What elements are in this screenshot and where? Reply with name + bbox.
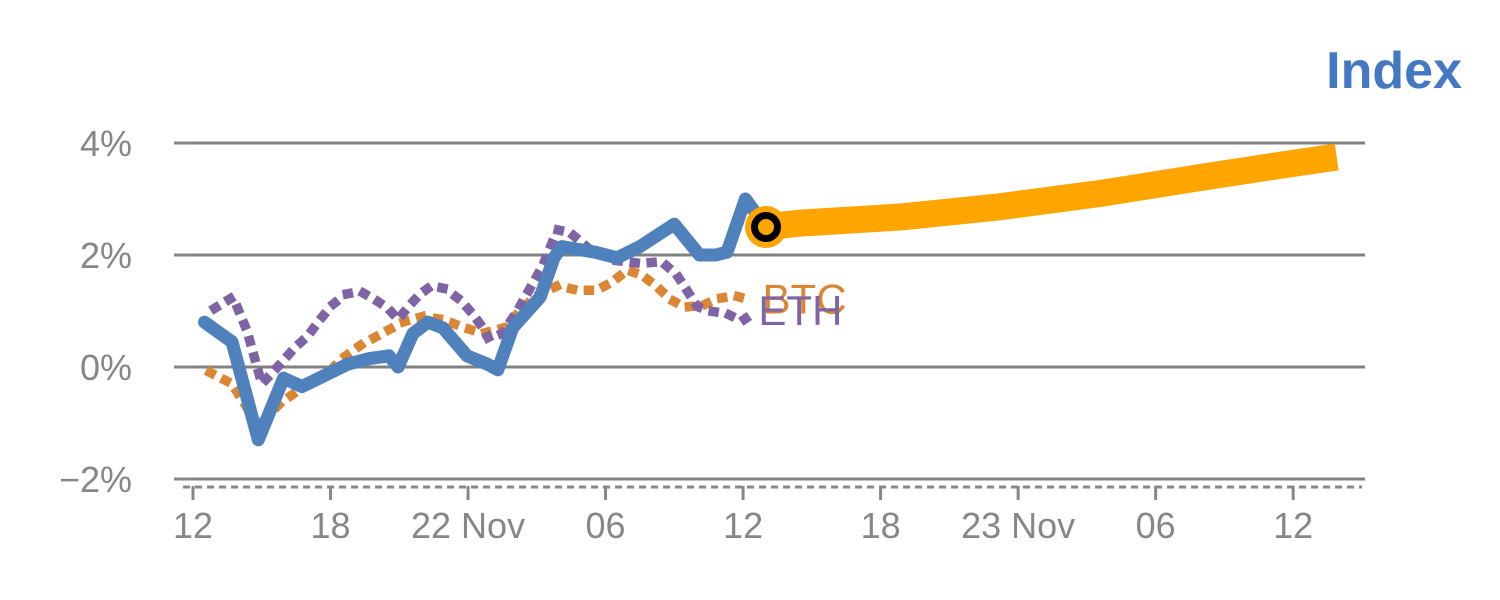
x-axis-label: 22 Nov	[411, 505, 525, 546]
x-axis-label: 12	[173, 505, 213, 546]
y-axis-label: 2%	[80, 235, 132, 276]
chart-graphics: 4% 2% 0% −2% 12 18 22 Nov 06 12 18 23 Nov 06 12	[59, 123, 1365, 546]
forecast-start-marker-ring	[751, 212, 781, 242]
eth-line	[208, 225, 764, 389]
x-axis-label: 06	[1136, 505, 1176, 546]
index-forecast-line	[764, 143, 1339, 241]
x-axis-label: 23 Nov	[961, 505, 1075, 546]
x-axis-label: 18	[310, 505, 350, 546]
x-axis-label: 12	[1273, 505, 1313, 546]
btc-series-label: BTC	[763, 276, 847, 323]
x-axis-label: 06	[586, 505, 626, 546]
x-axis-label: 12	[723, 505, 763, 546]
index-line	[198, 192, 773, 447]
x-axis-label: 18	[861, 505, 901, 546]
y-axis-label: 4%	[80, 123, 132, 164]
btc-line	[203, 265, 756, 431]
eth-series-label: ETH	[758, 287, 842, 334]
chart-title: Index	[1326, 42, 1462, 100]
y-axis-label: 0%	[80, 347, 132, 388]
y-axis-label: −2%	[59, 459, 132, 500]
